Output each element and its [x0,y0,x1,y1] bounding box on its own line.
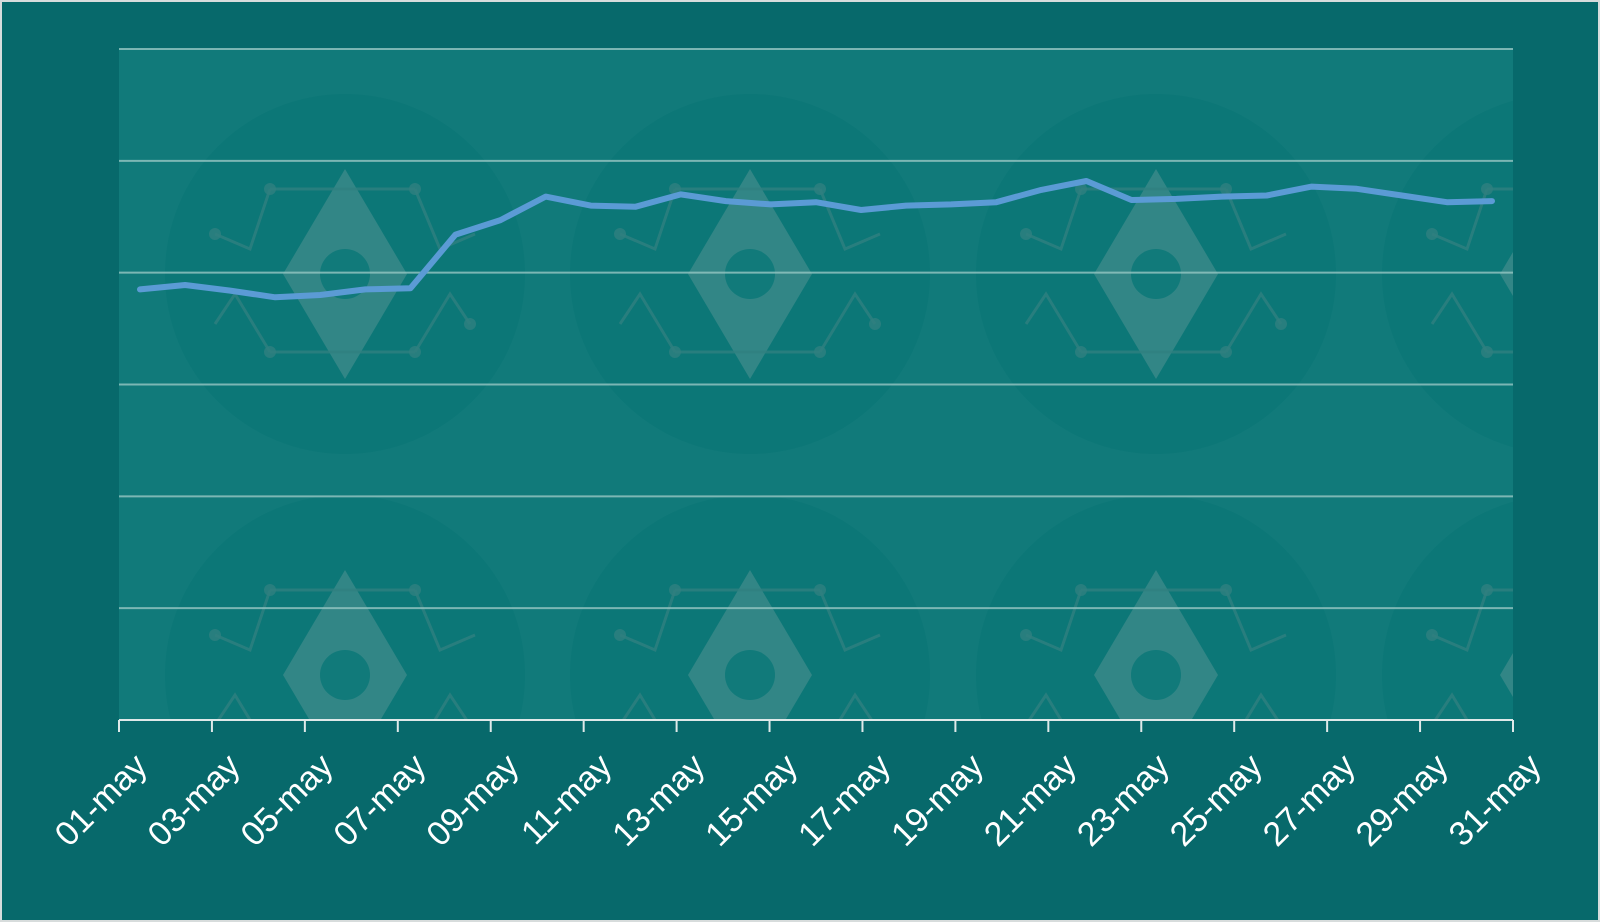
data-point-16-may [813,199,819,205]
data-point-23-may [1128,197,1134,203]
data-point-17-may [858,207,864,213]
data-point-15-may [768,201,774,207]
watermark-emblem [976,94,1336,454]
x-tick-label: 09-may [419,747,526,854]
data-point-06-may [362,286,368,292]
data-point-25-may [1219,194,1225,200]
x-tick-label: 05-may [233,747,340,854]
data-point-28-may [1354,186,1360,192]
data-point-13-may [678,191,684,197]
data-point-07-may [407,285,413,291]
x-tick-label: 07-may [326,747,433,854]
data-point-18-may [903,203,909,209]
data-point-26-may [1264,193,1270,199]
data-point-29-may [1399,193,1405,199]
data-point-22-may [1083,178,1089,184]
data-point-09-may [498,217,504,223]
data-point-21-may [1038,187,1044,193]
data-point-02-may [182,282,188,288]
data-point-08-may [452,232,458,238]
x-tick-label: 17-may [791,747,898,854]
data-point-19-may [948,201,954,207]
x-tick-label: 27-may [1256,747,1363,854]
data-point-05-may [317,292,323,298]
data-point-11-may [588,203,594,209]
data-point-14-may [723,198,729,204]
x-tick-label: 13-may [605,747,712,854]
watermark-emblem [570,94,930,454]
x-axis [118,719,1514,732]
watermark-emblem [165,94,525,454]
watermark-emblem [1382,501,1513,720]
x-tick-label: 21-may [977,747,1084,854]
x-tick-label: 23-may [1070,747,1177,854]
x-tick-label: 19-may [884,747,991,854]
x-tick-label: 25-may [1163,747,1270,854]
watermark-emblem [1382,100,1513,448]
data-point-12-may [633,204,639,210]
gridlines [119,48,1513,610]
x-tick-label: 01-may [48,747,155,854]
x-tick-label: 11-may [514,747,619,852]
data-point-03-may [227,288,233,294]
data-point-30-may [1444,199,1450,205]
x-tick-label: 31-may [1442,747,1549,854]
x-tick-label: 15-may [698,747,805,854]
data-point-31-may [1489,198,1495,204]
series-layer [137,178,1495,301]
x-tick-label: 29-may [1349,747,1456,854]
data-point-10-may [543,194,549,200]
x-tick-label: 03-may [141,747,248,854]
data-point-20-may [993,199,999,205]
data-point-24-may [1174,196,1180,202]
x-tick-labels: 01-may03-may05-may07-may09-may11-may13-m… [48,747,1549,854]
data-point-04-may [272,294,278,300]
data-point-01-may [137,286,143,292]
data-point-27-may [1309,184,1315,190]
